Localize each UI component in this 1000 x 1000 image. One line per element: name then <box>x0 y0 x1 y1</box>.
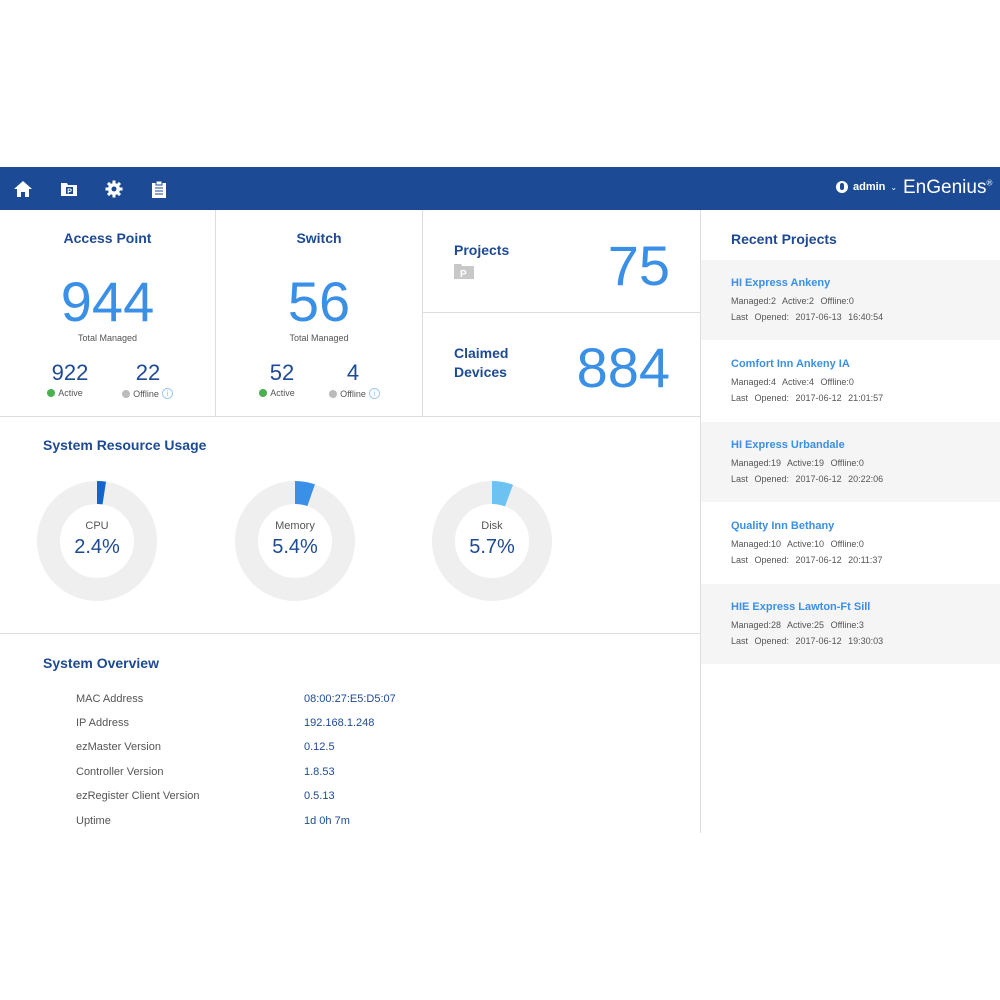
engenius-logo: EnGenius® <box>903 177 993 198</box>
recent-project-item[interactable]: Quality Inn Bethany Managed:10 Active:10… <box>701 503 1000 583</box>
user-icon <box>836 181 848 193</box>
disk-value: 5.7% <box>469 536 515 558</box>
ezmaster-version-value: 0.12.5 <box>304 741 335 753</box>
divider <box>0 416 700 417</box>
clipboard-icon[interactable] <box>147 177 171 201</box>
projects-count[interactable]: 75 <box>607 234 670 297</box>
memory-label: Memory <box>275 520 315 532</box>
project-last-opened: Last Opened: 2017-06-12 20:22:06 <box>731 474 884 484</box>
system-overview-title: System Overview <box>43 655 159 671</box>
project-name-link[interactable]: HI Express Ankeny <box>731 277 831 289</box>
controller-version-label: Controller Version <box>76 766 164 778</box>
mac-address-value: 08:00:27:E5:D5:07 <box>304 693 396 705</box>
project-stats: Managed:10 Active:10 Offline:0 <box>731 539 864 549</box>
uptime-value: 1d 0h 7m <box>304 815 350 827</box>
switch-offline-count: 4 <box>346 360 360 385</box>
project-stats: Managed:19 Active:19 Offline:0 <box>731 458 864 468</box>
project-stats: Managed:4 Active:4 Offline:0 <box>731 377 854 387</box>
project-last-opened: Last Opened: 2017-06-12 19:30:03 <box>731 636 884 646</box>
cpu-usage-arc <box>97 481 107 505</box>
mac-address-label: MAC Address <box>76 693 144 705</box>
uptime-label: Uptime <box>76 815 111 827</box>
top-nav-bar: P admin ⌄ EnGenius® <box>0 167 1000 210</box>
recent-project-item[interactable]: HI Express Ankeny Managed:2 Active:2 Off… <box>701 260 1000 340</box>
switch-total-label: Total Managed <box>289 333 349 343</box>
disk-usage-arc <box>492 481 514 507</box>
access-point-active-count: 922 <box>51 360 89 385</box>
controller-version-value: 1.8.53 <box>304 766 335 778</box>
projects-title: Projects <box>454 242 510 258</box>
memory-usage-arc <box>295 481 315 507</box>
cpu-value: 2.4% <box>74 536 120 558</box>
recent-project-item[interactable]: HIE Express Lawton-Ft Sill Managed:28 Ac… <box>701 584 1000 664</box>
switch-title: Switch <box>296 230 342 246</box>
svg-text:P: P <box>67 188 72 195</box>
ezregister-version-value: 0.5.13 <box>304 790 335 802</box>
disk-label: Disk <box>481 520 503 532</box>
divider <box>0 633 700 634</box>
claimed-devices-title: Claimed Devices <box>454 345 509 380</box>
resource-donuts <box>37 481 552 601</box>
user-menu[interactable]: admin ⌄ <box>836 181 897 193</box>
access-point-total-label: Total Managed <box>77 333 138 343</box>
offline-dot-icon <box>122 389 131 398</box>
chevron-down-icon: ⌄ <box>890 182 898 192</box>
svg-text:P: P <box>460 269 467 279</box>
divider <box>215 210 216 416</box>
active-dot-icon <box>47 389 56 397</box>
divider <box>423 312 700 313</box>
project-name-link[interactable]: Comfort Inn Ankeny IA <box>731 358 850 370</box>
home-icon[interactable] <box>11 177 35 201</box>
resource-usage-title: System Resource Usage <box>43 437 207 453</box>
switch-active-count: 52 <box>269 360 295 385</box>
project-last-opened: Last Opened: 2017-06-12 21:01:57 <box>731 393 884 403</box>
recent-projects-title: Recent Projects <box>731 231 837 247</box>
recent-project-item[interactable]: Comfort Inn Ankeny IA Managed:4 Active:4… <box>701 341 1000 421</box>
ezregister-version-label: ezRegister Client Version <box>76 790 200 802</box>
claimed-devices-count[interactable]: 884 <box>576 336 670 399</box>
access-point-total: 944 <box>60 270 155 333</box>
active-legend: Active <box>40 388 90 398</box>
ezmaster-version-label: ezMaster Version <box>76 741 161 753</box>
project-stats: Managed:28 Active:25 Offline:3 <box>731 620 864 630</box>
offline-legend: Offline i <box>322 388 387 399</box>
gear-icon[interactable] <box>102 177 126 201</box>
access-point-offline-count: 22 <box>135 360 161 385</box>
access-point-title: Access Point <box>63 230 152 246</box>
project-last-opened: Last Opened: 2017-06-12 20:11:37 <box>731 555 883 565</box>
active-dot-icon <box>259 389 268 397</box>
project-folder-icon[interactable]: P <box>57 177 81 201</box>
info-icon[interactable]: i <box>161 388 173 399</box>
project-name-link[interactable]: HIE Express Lawton-Ft Sill <box>731 601 871 613</box>
project-last-opened: Last Opened: 2017-06-13 16:40:54 <box>731 312 884 322</box>
divider <box>422 210 423 416</box>
active-legend: Active <box>252 388 302 398</box>
offline-dot-icon <box>329 389 338 398</box>
info-icon[interactable]: i <box>368 388 380 399</box>
recent-project-item[interactable]: HI Express Urbandale Managed:19 Active:1… <box>701 422 1000 502</box>
project-folder-icon: P <box>454 263 474 280</box>
cpu-label: CPU <box>85 520 109 532</box>
project-name-link[interactable]: Quality Inn Bethany <box>731 520 835 532</box>
ip-address-label: IP Address <box>76 717 129 729</box>
ip-address-value: 192.168.1.248 <box>304 717 375 729</box>
memory-value: 5.4% <box>272 536 318 558</box>
project-stats: Managed:2 Active:2 Offline:0 <box>731 296 854 306</box>
project-name-link[interactable]: HI Express Urbandale <box>731 439 845 451</box>
divider <box>700 210 701 833</box>
username: admin <box>853 181 886 193</box>
offline-legend: Offline i <box>115 388 180 399</box>
switch-total: 56 <box>287 270 351 333</box>
